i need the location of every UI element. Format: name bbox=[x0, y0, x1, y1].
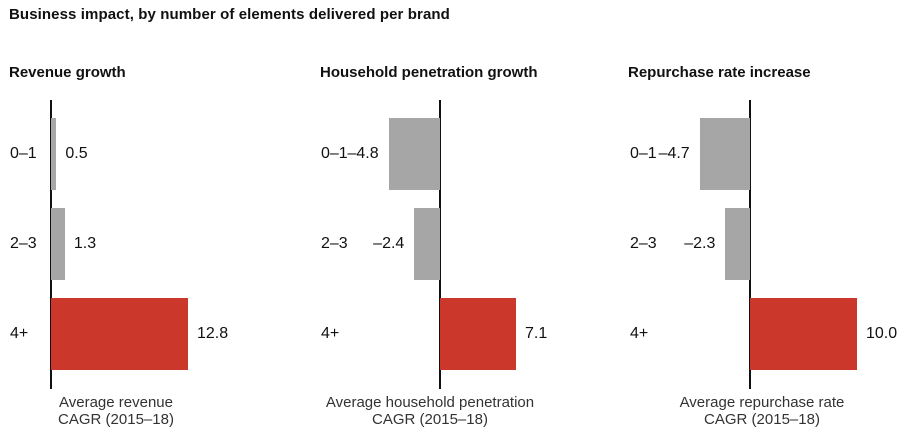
value-label: –4.7 bbox=[658, 145, 690, 162]
bar bbox=[750, 298, 857, 370]
caption-line-2: CAGR (2015–18) bbox=[372, 411, 488, 428]
bar-row: 0–1 –4.7 bbox=[628, 118, 900, 190]
bar bbox=[51, 298, 188, 370]
x-axis-caption: Average revenue CAGR (2015–18) bbox=[0, 394, 276, 428]
category-label: 0–1 bbox=[321, 145, 348, 162]
bar-row: 2–3 –2.3 bbox=[628, 208, 900, 280]
value-label: 10.0 bbox=[866, 325, 898, 342]
x-axis-caption: Average household penetration CAGR (2015… bbox=[270, 394, 590, 428]
bar bbox=[388, 118, 440, 190]
bar bbox=[699, 118, 750, 190]
panel-title-repurchase-rate-increase: Repurchase rate increase bbox=[628, 64, 811, 81]
bar bbox=[414, 208, 440, 280]
value-label: –4.8 bbox=[347, 145, 379, 162]
bar-row: 4+ 12.8 bbox=[9, 298, 300, 370]
category-label: 4+ bbox=[321, 325, 340, 342]
panel-revenue-growth: Revenue growth 0–1 0.5 2–3 1.3 4+ 12.8 Averag… bbox=[9, 60, 300, 438]
value-label: –2.3 bbox=[684, 235, 716, 252]
category-label: 2–3 bbox=[321, 235, 348, 252]
caption-line-1: Average repurchase rate bbox=[679, 394, 845, 411]
bar bbox=[51, 118, 57, 190]
panel-repurchase-rate-increase: Repurchase rate increase 0–1 –4.7 2–3 –2.3 4… bbox=[628, 60, 900, 438]
zero-baseline-axis bbox=[439, 100, 441, 389]
bar-row: 4+ 10.0 bbox=[628, 298, 900, 370]
category-label: 0–1 bbox=[630, 145, 657, 162]
category-label: 4+ bbox=[10, 325, 29, 342]
category-label: 0–1 bbox=[10, 145, 37, 162]
caption-line-1: Average revenue bbox=[59, 394, 173, 411]
value-label: 1.3 bbox=[73, 235, 97, 252]
bar-row: 2–3 –2.4 bbox=[320, 208, 610, 280]
panel-title-household-penetration-growth: Household penetration growth bbox=[320, 64, 538, 81]
panel-title-revenue-growth: Revenue growth bbox=[9, 64, 126, 81]
category-label: 2–3 bbox=[630, 235, 657, 252]
bar bbox=[725, 208, 750, 280]
caption-line-1: Average household penetration bbox=[325, 394, 535, 411]
bar bbox=[51, 208, 65, 280]
bar-row: 2–3 1.3 bbox=[9, 208, 300, 280]
caption-line-2: CAGR (2015–18) bbox=[58, 411, 174, 428]
bar-row: 4+ 7.1 bbox=[320, 298, 610, 370]
panel-household-penetration-growth: Household penetration growth 0–1 –4.8 2–3 –… bbox=[320, 60, 610, 438]
value-label: 12.8 bbox=[196, 325, 229, 342]
caption-line-2: CAGR (2015–18) bbox=[704, 411, 820, 428]
x-axis-caption: Average repurchase rate CAGR (2015–18) bbox=[602, 394, 900, 428]
category-label: 2–3 bbox=[10, 235, 37, 252]
bar-row: 0–1 –4.8 bbox=[320, 118, 610, 190]
zero-baseline-axis bbox=[749, 100, 751, 389]
value-label: 0.5 bbox=[65, 145, 88, 162]
value-label: 7.1 bbox=[524, 325, 548, 342]
bar bbox=[440, 298, 516, 370]
page-title: Business impact, by number of elements d… bbox=[9, 6, 450, 23]
category-label: 4+ bbox=[630, 325, 649, 342]
bar-row: 0–1 0.5 bbox=[9, 118, 300, 190]
value-label: –2.4 bbox=[373, 235, 405, 252]
